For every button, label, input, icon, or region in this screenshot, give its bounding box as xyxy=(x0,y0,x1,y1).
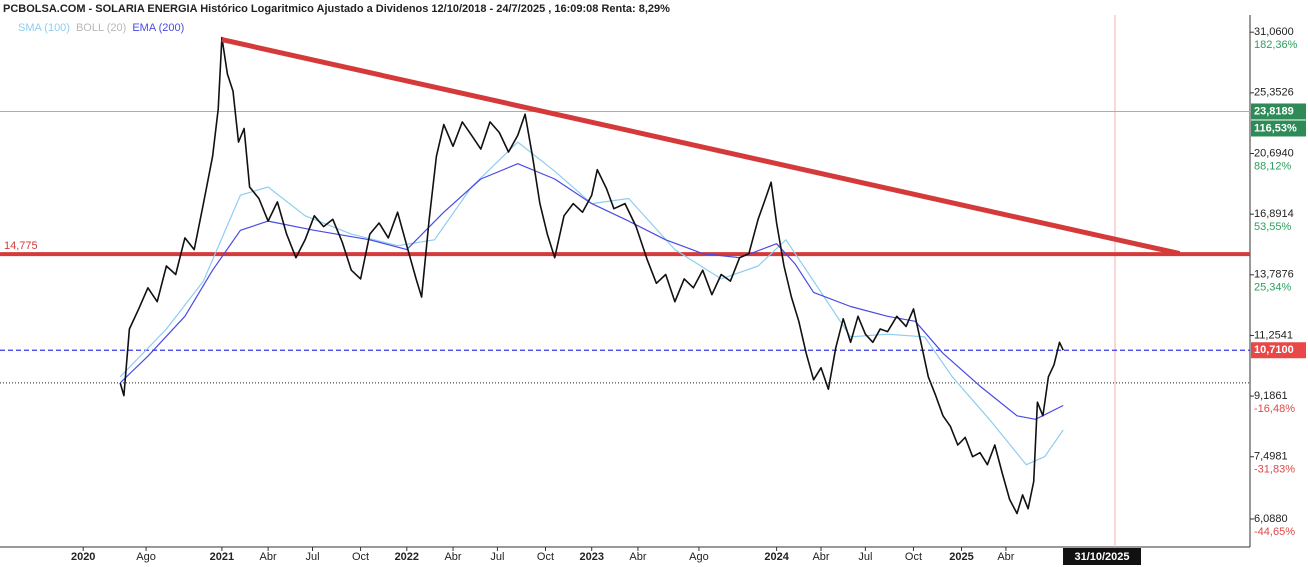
series-line xyxy=(119,36,1064,515)
series-line xyxy=(119,163,1064,420)
x-tick-label: Ago xyxy=(689,551,709,563)
y-percent-label: 53,55% xyxy=(1254,221,1292,233)
x-tick-label: Jul xyxy=(305,551,319,563)
trendline xyxy=(221,37,1181,257)
y-tick-label: 11,2541 xyxy=(1254,329,1293,341)
y-tick-label: 31,0600 xyxy=(1254,26,1294,38)
x-tick-label: 2023 xyxy=(579,551,603,563)
series-line xyxy=(119,141,1064,466)
y-percent-label: 88,12% xyxy=(1254,160,1292,172)
x-tick-label: Oct xyxy=(352,551,369,563)
x-tick-label: Oct xyxy=(537,551,554,563)
y-percent-label: -44,65% xyxy=(1254,526,1295,538)
level-label: 23,8189 xyxy=(1254,105,1294,117)
legend-entry: BOLL (20) xyxy=(76,22,126,34)
y-tick-label: 20,6940 xyxy=(1254,147,1294,159)
x-tick-label: Abr xyxy=(629,551,646,563)
x-tick-label: Abr xyxy=(260,551,277,563)
y-percent-label: -31,83% xyxy=(1254,464,1295,476)
x-tick-label: 2020 xyxy=(71,551,95,563)
x-tick-label: Oct xyxy=(905,551,922,563)
level-box xyxy=(1251,103,1306,120)
level-label: 10,7100 xyxy=(1254,344,1294,356)
x-tick-label: 2024 xyxy=(764,551,789,563)
x-tick-label: 2022 xyxy=(395,551,419,563)
date-label: 31/10/2025 xyxy=(1074,551,1129,563)
level-box xyxy=(1251,120,1306,137)
legend-entry: EMA (200) xyxy=(132,22,184,34)
y-tick-label: 6,0880 xyxy=(1254,513,1288,525)
x-tick-label: Jul xyxy=(490,551,504,563)
x-tick-label: Ago xyxy=(136,551,156,563)
y-tick-label: 13,7876 xyxy=(1254,269,1294,281)
x-tick-label: 2025 xyxy=(949,551,973,563)
y-percent-label: 182,36% xyxy=(1254,39,1298,51)
chart-title: PCBOLSA.COM - SOLARIA ENERGIA Histórico … xyxy=(3,3,670,15)
date-box xyxy=(1063,548,1142,565)
level-box xyxy=(1251,342,1306,359)
y-percent-label: 25,34% xyxy=(1254,282,1292,294)
y-tick-label: 9,1861 xyxy=(1254,390,1288,402)
y-tick-label: 25,3526 xyxy=(1254,87,1294,99)
x-tick-label: 2021 xyxy=(210,551,234,563)
level-label: 14,775 xyxy=(4,240,38,252)
y-tick-label: 7,4981 xyxy=(1254,451,1288,463)
x-tick-label: Abr xyxy=(812,551,829,563)
y-percent-label: -16,48% xyxy=(1254,403,1295,415)
level-sublabel: 116,53% xyxy=(1254,122,1297,134)
x-tick-label: Jul xyxy=(858,551,872,563)
x-tick-label: Abr xyxy=(444,551,461,563)
y-tick-label: 16,8914 xyxy=(1254,208,1294,220)
x-tick-label: Abr xyxy=(997,551,1014,563)
legend-entry: SMA (100) xyxy=(18,22,70,34)
